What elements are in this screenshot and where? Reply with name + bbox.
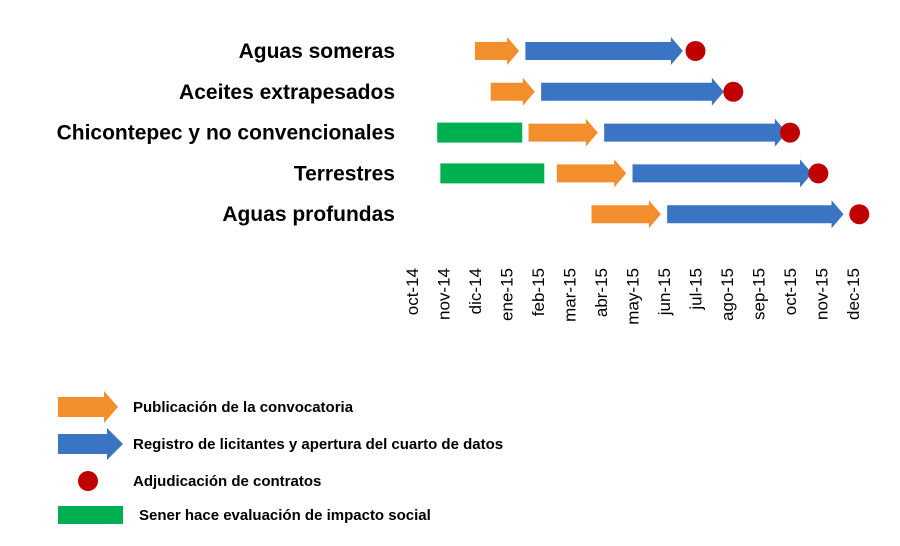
arrow-registro-de-licitantes-aguas-profundas	[667, 200, 844, 229]
marker-adjudicacion-de-contratos-terrestres	[808, 163, 829, 184]
legend: Publicación de la convocatoria Registro d…	[58, 391, 503, 524]
x-tick-label-dic-14: dic-14	[466, 268, 485, 314]
x-tick-label-feb-15: feb-15	[529, 268, 548, 316]
row-label-aguas-someras: Aguas someras	[239, 40, 395, 63]
x-tick-label-mar-15: mar-15	[561, 268, 580, 322]
row-label-aceites-extrapesados: Aceites extrapesados	[179, 81, 395, 104]
legend-label-publicacion-de-la: Publicación de la convocatoria	[133, 399, 354, 416]
x-tick-label-oct-14: oct-14	[403, 268, 422, 315]
arrow-registro-de-licitantes-chicontepec-y-no-convencionales	[604, 118, 787, 147]
arrow-registro-de-licitantes-aceites-extrapesados	[541, 77, 724, 106]
x-axis-ticks: oct-14 nov-14 dic-14 ene-15 feb-15 mar-15 abr-…	[403, 268, 863, 325]
x-tick-label-ene-15: ene-15	[498, 268, 517, 321]
legend-swatch-registro-de-licitantes	[58, 428, 123, 460]
x-tick-label-may-15: may-15	[624, 268, 643, 325]
marker-adjudicacion-de-contratos-chicontepec-y-no-convencionales	[780, 122, 800, 143]
legend-swatch-sener-hace-evaluacion	[58, 506, 123, 524]
x-tick-label-jul-15: jul-15	[687, 268, 706, 311]
row-label-chicontepec-y-no-convencionales: Chicontepec y no convencionales	[57, 122, 395, 145]
row-label-aguas-profundas: Aguas profundas	[222, 203, 395, 226]
marker-adjudicacion-de-contratos-aceites-extrapesados	[723, 81, 744, 102]
x-tick-label-abr-15: abr-15	[592, 268, 611, 317]
x-tick-label-oct-15: oct-15	[781, 268, 800, 315]
bar-sener-hace-evaluacion-terrestres	[440, 163, 545, 184]
marker-adjudicacion-de-contratos-aguas-profundas	[849, 204, 870, 225]
x-tick-label-nov-15: nov-15	[813, 268, 832, 320]
arrow-publicacion-de-la-terrestres	[556, 159, 627, 188]
arrow-registro-de-licitantes-terrestres	[632, 159, 813, 188]
x-tick-label-sep-15: sep-15	[750, 268, 769, 320]
arrow-publicacion-de-la-aguas-profundas	[591, 200, 661, 229]
legend-label-adjudicacion-de-contratos: Adjudicación de contratos	[133, 473, 321, 490]
legend-swatch-adjudicacion-de-contratos	[78, 471, 98, 491]
x-tick-label-nov-14: nov-14	[435, 268, 454, 320]
arrow-publicacion-de-la-aguas-someras	[475, 37, 520, 65]
x-tick-label-jun-15: jun-15	[655, 268, 674, 316]
chart-marks	[437, 37, 870, 229]
legend-label-registro-de-licitantes: Registro de licitantes y apertura del cu…	[133, 436, 503, 453]
x-tick-label-ago-15: ago-15	[718, 268, 737, 321]
row-labels: Aguas someras Aceites extrapesados Chicont…	[57, 40, 395, 226]
arrow-registro-de-licitantes-aguas-someras	[525, 37, 683, 65]
arrow-publicacion-de-la-chicontepec-y-no-convencionales	[528, 118, 598, 147]
bar-sener-hace-evaluacion-chicontepec-y-no-convencionales	[437, 122, 523, 143]
marker-adjudicacion-de-contratos-aguas-someras	[685, 41, 706, 61]
row-label-terrestres: Terrestres	[294, 162, 395, 185]
x-tick-label-dec-15: dec-15	[844, 268, 863, 320]
arrow-publicacion-de-la-aceites-extrapesados	[490, 77, 535, 106]
legend-swatch-publicacion-de-la	[58, 391, 118, 423]
legend-label-sener-hace-evaluacion: Sener hace evaluación de impacto social	[139, 507, 431, 524]
